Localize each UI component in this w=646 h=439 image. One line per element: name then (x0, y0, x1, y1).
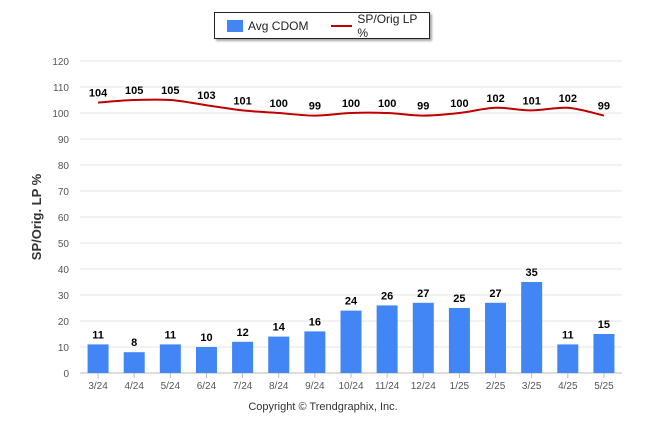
bar-value-label: 10 (200, 332, 212, 344)
line-value-label: 105 (125, 85, 143, 97)
line-value-label: 100 (270, 98, 288, 110)
bar (268, 336, 290, 373)
bar-value-label: 25 (453, 293, 465, 305)
bar-value-label: 35 (526, 267, 538, 279)
line-value-label: 102 (559, 93, 577, 105)
y-tick-label: 10 (58, 343, 70, 354)
bar-value-label: 15 (598, 319, 610, 331)
bar-value-label: 14 (273, 322, 286, 334)
y-axis-title: SP/Orig. LP % (29, 173, 44, 260)
legend-label-line-series: SP/Orig LP % (357, 11, 418, 40)
y-tick-label: 40 (58, 265, 70, 276)
y-tick-label: 0 (63, 369, 69, 380)
line-value-label: 104 (89, 88, 108, 100)
x-tick-label: 12/24 (411, 381, 436, 392)
y-tick-label: 90 (58, 135, 70, 146)
legend-bar-swatch (227, 19, 243, 32)
line-value-label: 101 (522, 95, 540, 107)
bar (123, 352, 145, 373)
line-value-label: 100 (342, 98, 360, 110)
y-tick-label: 20 (58, 317, 70, 328)
line-value-label: 100 (450, 98, 468, 110)
legend-line-swatch (331, 24, 353, 27)
bar-value-label: 11 (562, 329, 574, 341)
legend-item-bar-series: Avg CDOM (227, 13, 308, 38)
bar (87, 344, 109, 373)
x-tick-label: 11/24 (375, 381, 400, 392)
copyright-text: Copyright © Trendgraphix, Inc. (248, 401, 398, 413)
bar-value-label: 11 (92, 329, 104, 341)
bar (195, 347, 217, 373)
bar (159, 344, 181, 373)
x-tick-label: 8/24 (269, 381, 289, 392)
bar (521, 282, 543, 373)
line-value-label: 99 (309, 101, 321, 113)
x-tick-label: 9/24 (305, 381, 325, 392)
line-value-label: 103 (197, 90, 215, 102)
legend-label-bar-series: Avg CDOM (248, 18, 309, 33)
x-tick-label: 3/24 (88, 381, 108, 392)
bar (304, 331, 326, 373)
line-value-label: 102 (486, 93, 504, 105)
x-tick-label: 6/24 (197, 381, 217, 392)
bar (593, 334, 615, 373)
y-tick-label: 70 (58, 187, 70, 198)
bar (485, 302, 507, 373)
x-tick-label: 3/25 (522, 381, 542, 392)
bar (448, 308, 470, 373)
bar (557, 344, 579, 373)
line-value-label: 99 (598, 101, 610, 113)
line-series (97, 98, 605, 117)
bar-value-label: 24 (345, 296, 358, 308)
x-tick-label: 5/24 (161, 381, 181, 392)
line-value-label: 99 (417, 101, 429, 113)
y-tick-label: 120 (52, 57, 69, 68)
x-tick-label: 10/24 (338, 381, 363, 392)
bar-value-label: 27 (489, 288, 501, 300)
x-tick-label: 1/25 (450, 381, 470, 392)
legend-item-line-series: SP/Orig LP % (331, 11, 429, 40)
y-tick-label: 60 (58, 213, 70, 224)
y-tick-label: 100 (52, 109, 69, 120)
bar-value-label: 16 (309, 316, 321, 328)
x-tick-label: 4/24 (124, 381, 144, 392)
bar (340, 310, 362, 373)
legend: Avg CDOM SP/Orig LP % (214, 11, 430, 40)
bar-value-label: 12 (236, 327, 248, 339)
y-tick-label: 30 (58, 291, 70, 302)
bar (412, 302, 434, 373)
bar (376, 305, 398, 373)
x-tick-label: 4/25 (558, 381, 578, 392)
y-tick-label: 110 (53, 83, 69, 94)
x-tick-label: 5/25 (594, 381, 614, 392)
bar-value-label: 26 (381, 290, 393, 302)
bar-value-label: 27 (417, 288, 429, 300)
x-tick-label: 7/24 (233, 381, 253, 392)
line-value-label: 105 (161, 85, 179, 97)
line-value-label: 100 (378, 98, 396, 110)
line-value-label: 101 (233, 95, 251, 107)
bar-value-label: 8 (131, 337, 137, 349)
y-tick-label: 80 (58, 161, 70, 172)
y-tick-label: 50 (58, 239, 70, 250)
bar-value-label: 11 (165, 329, 177, 341)
x-tick-label: 2/25 (486, 381, 506, 392)
bar (232, 341, 254, 373)
